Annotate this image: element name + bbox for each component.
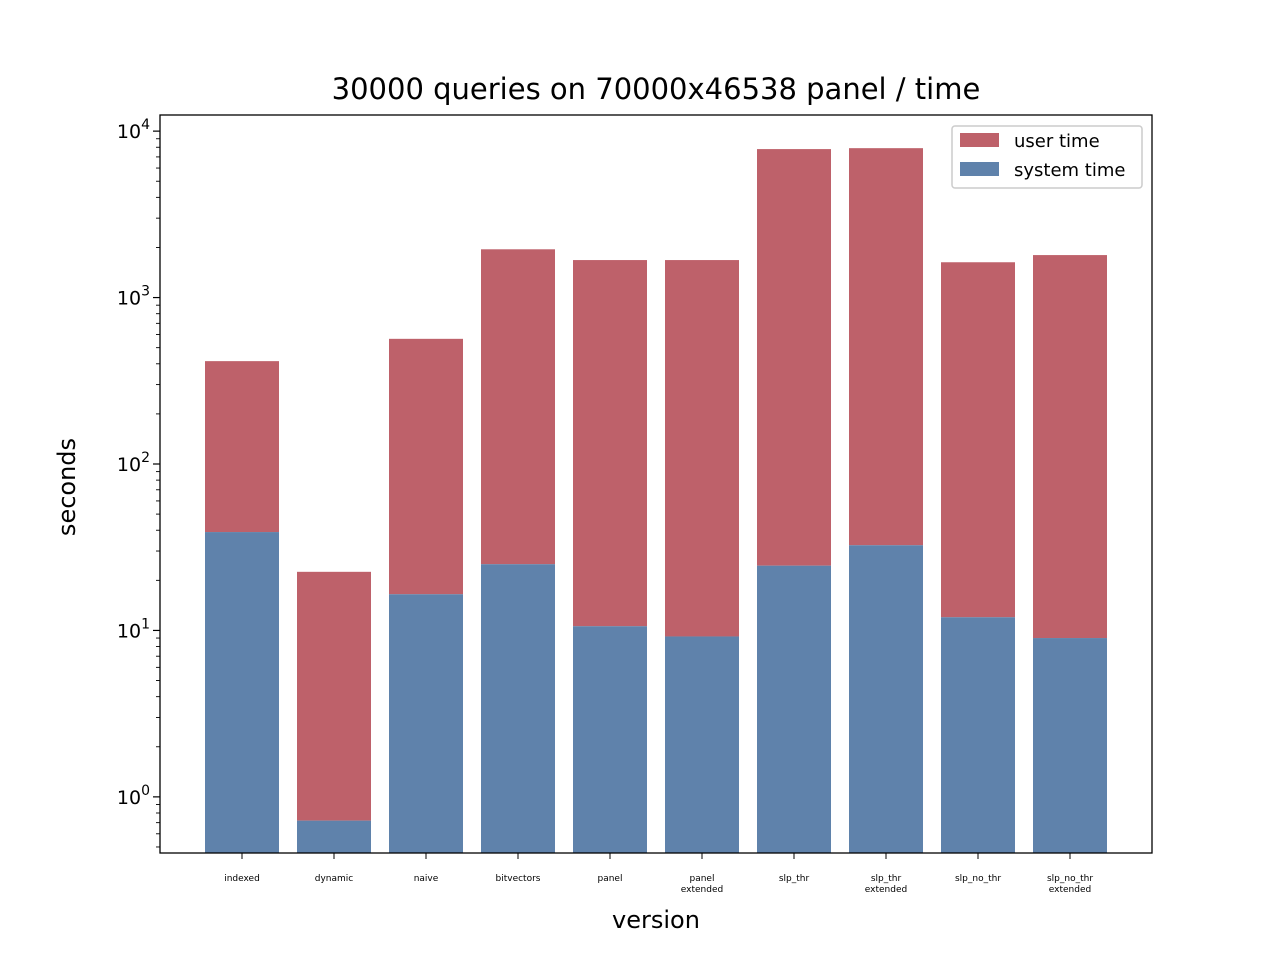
x-tick-label-9-0: slp_no_thr (1047, 874, 1093, 884)
bar-user-time-4 (573, 260, 647, 627)
bars-group (205, 148, 1107, 853)
bar-user-time-1 (297, 571, 371, 821)
bar-user-time-6 (757, 149, 831, 566)
bar-user-time-5 (665, 260, 739, 637)
y-axis: 100 101 102 103 104 (117, 117, 160, 848)
x-tick-label-2-0: naive (414, 874, 439, 884)
x-tick-label-6-0: slp_thr (779, 874, 810, 884)
y-tick-label-4: 104 (117, 117, 150, 143)
legend: user time system time (951, 125, 1143, 189)
plot-frame (159, 114, 1153, 854)
bar-system-time-3 (481, 564, 555, 853)
bar-user-time-0 (205, 361, 279, 533)
bar-system-time-0 (205, 532, 279, 853)
legend-swatch-user-time (960, 133, 999, 147)
bar-system-time-1 (297, 820, 371, 853)
y-tick-label-1: 101 (117, 616, 150, 642)
bar-system-time-4 (573, 626, 647, 853)
bar-system-time-6 (757, 565, 831, 853)
x-tick-label-3-0: bitvectors (496, 874, 541, 884)
bar-system-time-2 (389, 594, 463, 853)
bar-user-time-7 (849, 148, 923, 546)
y-tick-label-3: 103 (117, 284, 150, 310)
y-tick-label-2: 102 (117, 450, 150, 476)
x-tick-label-7-0: slp_thr (871, 874, 902, 884)
bar-system-time-9 (1033, 638, 1107, 853)
x-axis: indexed dynamic naive bitvectors panel panele… (224, 853, 1093, 895)
bar-system-time-8 (941, 617, 1015, 853)
bar-system-time-5 (665, 636, 739, 853)
x-tick-label-7-1: extended (865, 885, 907, 895)
bar-user-time-2 (389, 338, 463, 595)
y-axis-title: seconds (53, 438, 81, 536)
legend-label-user-time: user time (1014, 131, 1100, 152)
x-tick-label-1-0: dynamic (315, 874, 354, 884)
bar-user-time-3 (481, 249, 555, 565)
x-tick-label-5-0: panel (690, 874, 715, 884)
legend-label-system-time: system time (1014, 160, 1125, 181)
bar-user-time-9 (1033, 255, 1107, 639)
x-tick-label-8-0: slp_no_thr (955, 874, 1001, 884)
x-axis-title: version (612, 906, 700, 934)
chart-title: 30000 queries on 70000x46538 panel / tim… (332, 72, 981, 106)
x-tick-label-4-0: panel (598, 874, 623, 884)
y-tick-label-0: 100 (117, 783, 150, 809)
x-tick-label-5-1: extended (681, 885, 723, 895)
legend-box (951, 125, 1143, 189)
bar-user-time-8 (941, 262, 1015, 618)
bar-system-time-7 (849, 545, 923, 853)
x-tick-label-9-1: extended (1049, 885, 1091, 895)
legend-swatch-system-time (960, 162, 999, 176)
x-tick-label-0-0: indexed (224, 874, 260, 884)
